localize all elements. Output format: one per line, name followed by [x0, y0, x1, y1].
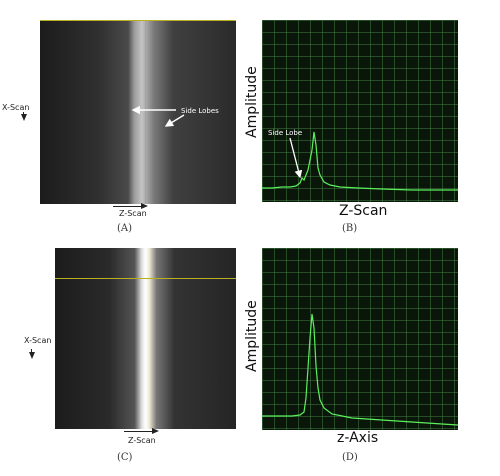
panel-b-xlabel: Z-Scan: [339, 203, 388, 219]
panel-a-z-scan-label: Z-Scan: [119, 209, 147, 218]
panel-b-trace: [262, 131, 458, 191]
vertical-guide-line: [145, 20, 146, 204]
down-arrow-stem: [23, 112, 24, 116]
panel-c-image: [55, 248, 236, 429]
right-arrow-head: [141, 203, 148, 209]
panel-b-caption: (B): [342, 223, 358, 234]
horizontal-guide-line: [55, 278, 236, 279]
panel-a-x-scan-label: X-Scan: [2, 103, 30, 112]
panel-c-z-scan-label: Z-Scan: [128, 436, 156, 445]
down-arrow-icon: [21, 114, 27, 121]
down-arrow-icon: [31, 349, 32, 353]
panel-b-ylabel: Amplitude: [244, 66, 260, 138]
panel-d-trace: [262, 313, 458, 426]
panel-d-caption: (D): [342, 452, 358, 463]
panel-d-grid: [262, 248, 458, 430]
side-lobes-label: Side Lobes: [181, 107, 219, 115]
panel-c-x-scan-label: X-Scan: [24, 336, 52, 345]
panel-d-plot: [262, 248, 458, 430]
right-arrow-icon: [113, 206, 141, 207]
right-arrow-icon: [124, 431, 152, 432]
panel-d-ylabel: Amplitude: [244, 300, 260, 372]
panel-c-caption: (C): [117, 452, 133, 463]
panel-d-xlabel: z-Axis: [337, 430, 379, 446]
panel-b-plot: [262, 20, 458, 202]
panel-a-caption: (A): [117, 223, 133, 234]
side-lobe-label: Side Lobe: [268, 129, 303, 137]
horizontal-guide-line: [40, 20, 236, 21]
down-arrow-head: [29, 352, 35, 359]
right-arrow-head: [152, 428, 159, 434]
